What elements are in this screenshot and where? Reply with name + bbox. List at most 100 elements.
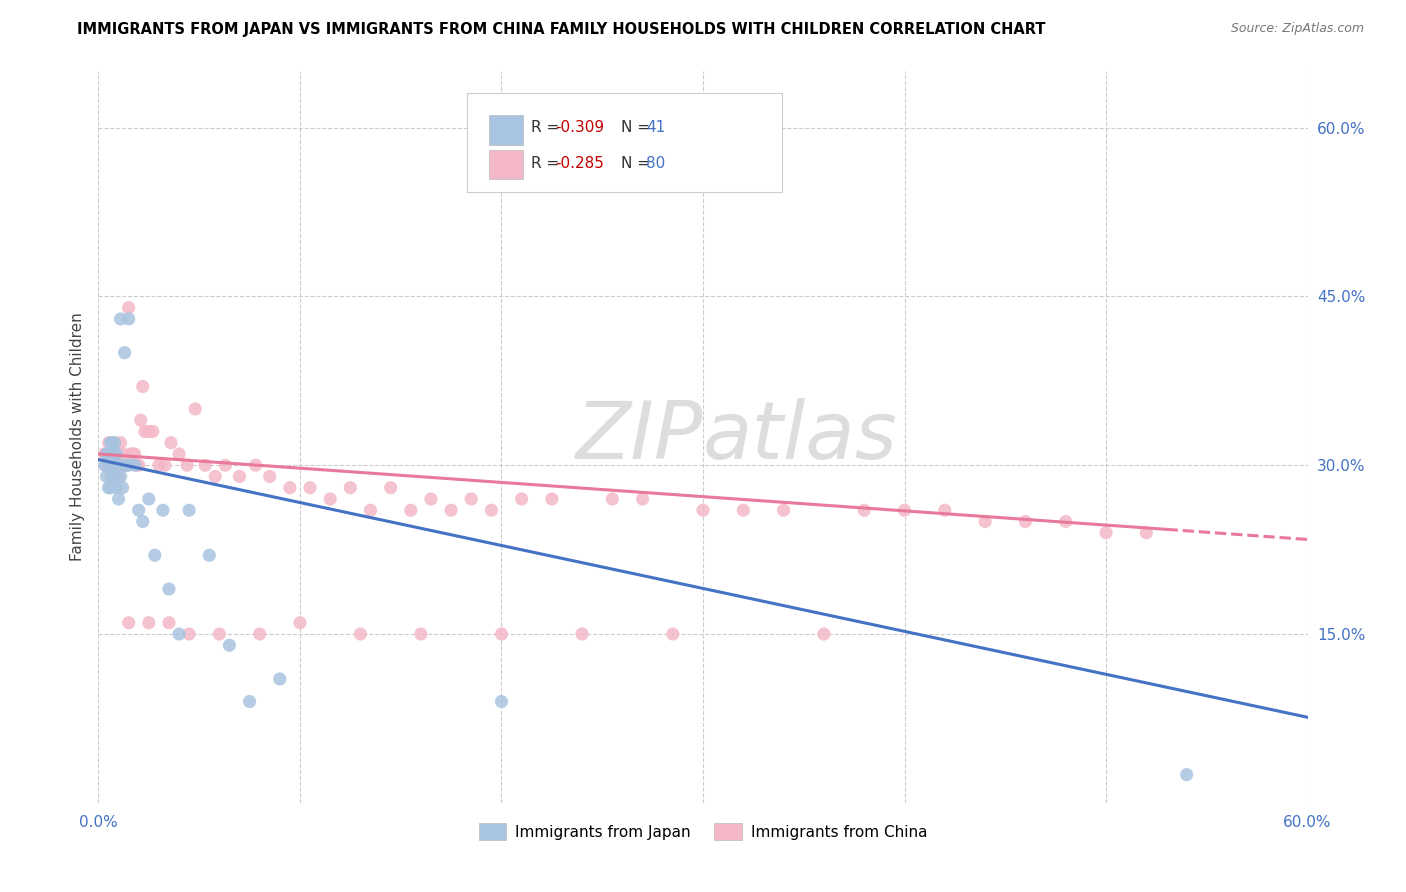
Point (132, 379, 155, 393)
Point (93, 458, 115, 473)
Point (97, 447, 120, 461)
Point (184, 401, 207, 416)
Point (934, 503, 956, 517)
Point (278, 481, 301, 495)
Point (491, 694, 513, 708)
FancyBboxPatch shape (489, 115, 523, 145)
Point (160, 435, 183, 450)
Point (103, 435, 125, 450)
Point (120, 447, 142, 461)
Point (661, 627, 683, 641)
Text: N =: N = (621, 156, 655, 171)
Point (96, 469, 118, 483)
Point (138, 425, 160, 439)
Point (105, 447, 128, 461)
Point (157, 615, 180, 630)
Point (198, 548, 221, 562)
Text: 41: 41 (647, 120, 665, 135)
Point (602, 491, 624, 506)
Point (380, 481, 402, 495)
Point (97, 481, 120, 495)
Point (128, 503, 150, 517)
Text: 80: 80 (647, 156, 665, 171)
Point (118, 312, 141, 326)
Legend: Immigrants from Japan, Immigrants from China: Immigrants from Japan, Immigrants from C… (472, 816, 934, 847)
Point (118, 615, 141, 630)
Point (540, 491, 562, 506)
Point (1054, 515, 1077, 529)
Point (118, 458, 141, 473)
Text: R =: R = (531, 156, 564, 171)
Point (134, 425, 156, 439)
Point (245, 458, 267, 473)
Point (179, 503, 201, 517)
Point (114, 458, 136, 473)
Point (299, 481, 322, 495)
Point (153, 458, 176, 473)
Text: -0.285: -0.285 (555, 156, 605, 171)
Point (97, 435, 120, 450)
Point (288, 615, 311, 630)
Point (97, 458, 120, 473)
Point (110, 435, 132, 450)
Text: IMMIGRANTS FROM JAPAN VS IMMIGRANTS FROM CHINA FAMILY HOUSEHOLDS WITH CHILDREN C: IMMIGRANTS FROM JAPAN VS IMMIGRANTS FROM… (77, 22, 1046, 37)
Point (110, 469, 132, 483)
Point (204, 469, 226, 483)
Point (571, 627, 593, 641)
Point (692, 503, 714, 517)
Point (269, 672, 291, 686)
Point (152, 503, 174, 517)
Point (319, 491, 342, 506)
Point (114, 345, 136, 359)
Point (96, 447, 118, 461)
Point (105, 481, 128, 495)
Point (360, 503, 382, 517)
Point (138, 491, 160, 506)
Point (128, 458, 150, 473)
Point (124, 447, 146, 461)
Point (214, 458, 236, 473)
Point (103, 447, 125, 461)
Point (1175, 767, 1198, 781)
Point (110, 312, 132, 326)
Point (420, 491, 443, 506)
Point (142, 425, 165, 439)
Point (409, 627, 432, 641)
Point (510, 491, 533, 506)
Point (111, 481, 134, 495)
Point (349, 627, 371, 641)
Point (105, 458, 128, 473)
Point (491, 627, 513, 641)
Point (460, 491, 482, 506)
Point (143, 548, 166, 562)
Y-axis label: Family Households with Children: Family Households with Children (69, 313, 84, 561)
Point (1014, 515, 1036, 529)
Point (157, 582, 180, 596)
Text: atlas: atlas (703, 398, 898, 476)
FancyBboxPatch shape (467, 94, 782, 192)
Point (1095, 525, 1118, 540)
Point (249, 627, 271, 641)
Point (107, 469, 129, 483)
Text: N =: N = (621, 120, 655, 135)
Point (339, 481, 361, 495)
Point (100, 458, 122, 473)
Point (194, 458, 217, 473)
Point (100, 469, 122, 483)
Text: R =: R = (531, 120, 564, 135)
Point (176, 458, 198, 473)
Point (218, 638, 240, 652)
Point (853, 503, 876, 517)
Point (239, 694, 262, 708)
Point (1135, 525, 1157, 540)
Point (101, 469, 124, 483)
Point (138, 615, 160, 630)
Point (148, 458, 170, 473)
Point (101, 447, 124, 461)
Point (481, 503, 503, 517)
Point (111, 447, 134, 461)
Point (103, 469, 125, 483)
Point (93, 447, 115, 461)
Point (167, 627, 190, 641)
Point (103, 458, 125, 473)
